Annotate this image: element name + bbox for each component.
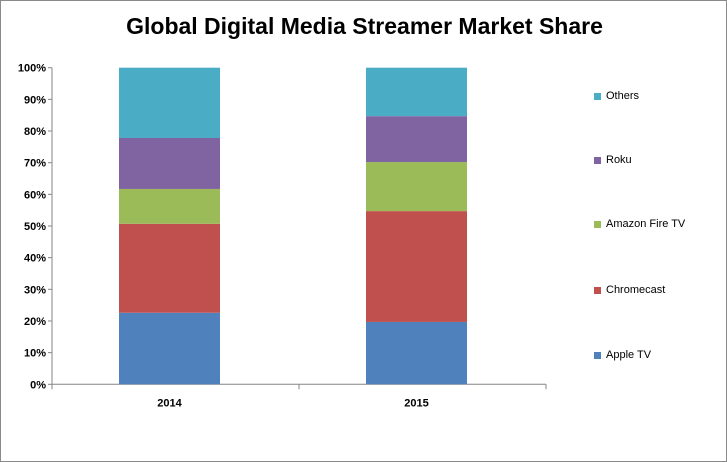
x-tick-label: 2014 — [157, 397, 182, 409]
legend-item: Roku — [594, 154, 632, 166]
legend-swatch — [594, 286, 601, 294]
legend-label: Chromecast — [606, 284, 666, 296]
y-tick-label: 90% — [24, 94, 46, 106]
y-tick-label: 40% — [24, 253, 46, 265]
x-tick-label: 2015 — [404, 397, 428, 409]
y-tick-label: 60% — [24, 189, 46, 201]
legend-swatch — [594, 156, 601, 164]
legend-label: Amazon Fire TV — [606, 218, 686, 230]
bar-segment-others-2014 — [119, 67, 220, 138]
y-tick-label: 0% — [30, 379, 46, 391]
bar-segment-roku-2015 — [366, 116, 467, 163]
legend-item: Amazon Fire TV — [594, 218, 685, 230]
bar-segment-amazon-fire-tv-2014 — [119, 188, 220, 224]
legend-label: Apple TV — [606, 349, 652, 361]
bar-segment-apple-tv-2015 — [366, 321, 467, 385]
bar-segment-others-2015 — [366, 67, 467, 117]
bar-segment-chromecast-2014 — [119, 223, 220, 313]
legend-label: Others — [606, 90, 640, 102]
y-tick-label: 50% — [24, 221, 46, 233]
legend-swatch — [594, 220, 601, 228]
y-tick-label: 70% — [24, 158, 46, 170]
y-tick-label: 20% — [24, 316, 46, 328]
legend-item: Chromecast — [594, 284, 665, 296]
bar-segment-roku-2014 — [119, 137, 220, 189]
bar-segment-chromecast-2015 — [366, 211, 467, 322]
chart-title: Global Digital Media Streamer Market Sha… — [126, 13, 603, 39]
bar-segment-amazon-fire-tv-2015 — [366, 162, 467, 212]
legend-swatch — [594, 351, 601, 359]
y-tick-label: 10% — [24, 348, 46, 360]
bar-segment-apple-tv-2014 — [119, 312, 220, 385]
legend-swatch — [594, 92, 601, 100]
y-tick-label: 30% — [24, 284, 46, 296]
legend-item: Others — [594, 90, 639, 102]
y-tick-label: 80% — [24, 126, 46, 138]
y-tick-label: 100% — [18, 63, 46, 75]
legend-item: Apple TV — [594, 349, 651, 361]
legend-label: Roku — [606, 154, 632, 166]
